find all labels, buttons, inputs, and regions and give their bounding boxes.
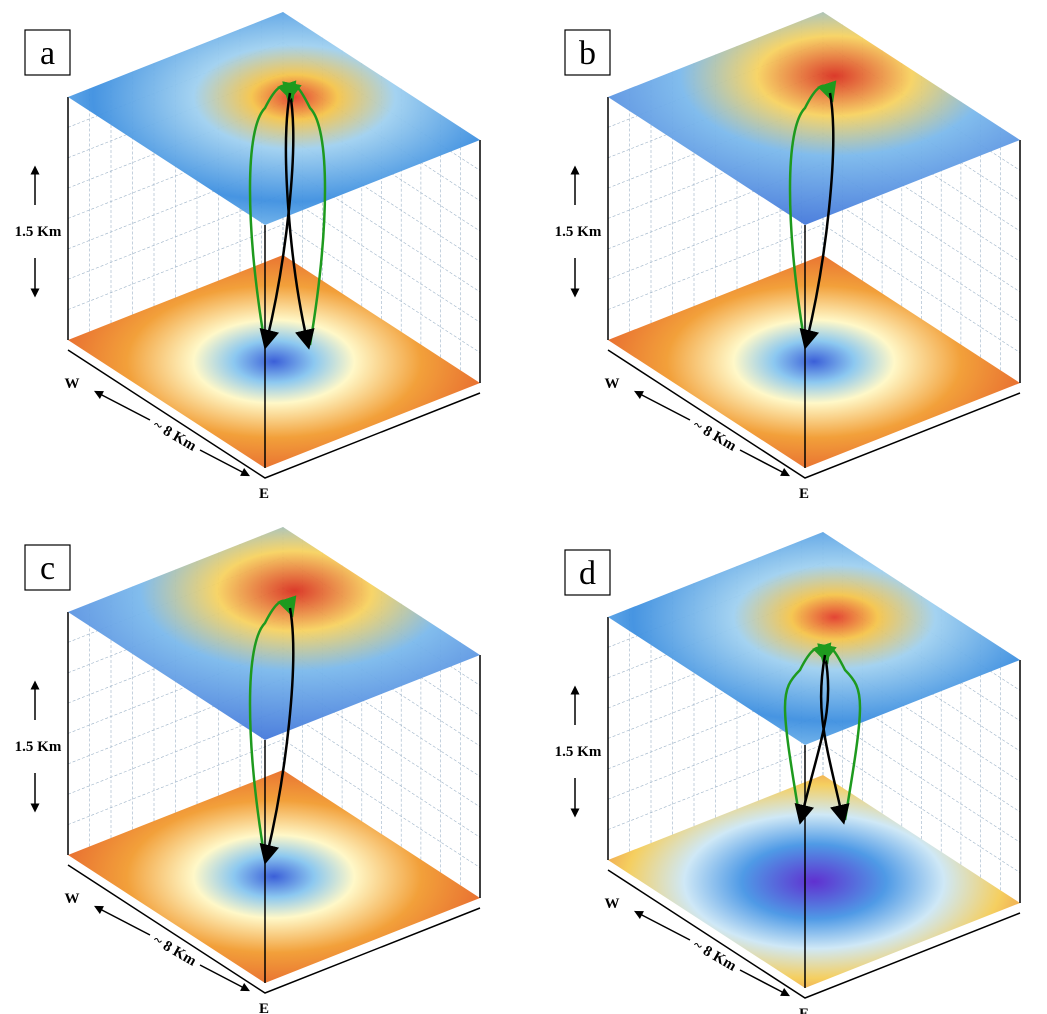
east-label: E [259,1001,269,1014]
width-arrow [199,449,250,477]
top-plane [608,12,1020,225]
bottom-plane [68,255,480,468]
bottom-plane [68,770,480,983]
bottom-plane [608,775,1020,988]
updraft-loop [788,80,837,346]
height-label: 1.5 Km [15,739,62,755]
panel-label: d [579,555,596,592]
panel-label-box [564,549,611,596]
west-label: W [65,891,80,907]
width-label: ~ 8 Km [150,417,199,455]
panel: a 1.5 Km W E ~ 8 Km [15,12,481,502]
width-label: ~ 8 Km [150,932,199,970]
height-label: 1.5 Km [15,224,62,240]
width-arrow [94,905,151,936]
width-label: ~ 8 Km [690,937,739,975]
downdraft [819,654,850,825]
updraft-loop [817,643,862,821]
wall-grid [607,224,1021,353]
panel-label: a [40,35,55,72]
east-label: E [799,486,809,502]
west-label: W [605,376,620,392]
west-label: W [605,896,620,912]
top-plane [608,532,1020,745]
wall-grid [67,739,481,868]
width-arrow [634,390,691,421]
panel-label-box [24,29,71,76]
width-arrow [94,390,151,421]
width-label: ~ 8 Km [690,417,739,455]
updraft-loop [248,80,297,346]
wall-grid [607,744,1021,873]
panel-label-box [564,29,611,76]
panel: b 1.5 Km W E ~ 8 Km [555,12,1021,502]
height-label: 1.5 Km [555,224,602,240]
panel: c 1.5 Km W E ~ 8 Km [15,527,481,1014]
width-arrow [634,910,691,941]
updraft-loop [248,595,297,861]
downdraft [799,92,835,350]
width-arrow [199,964,250,992]
bottom-plane [608,255,1020,468]
wall-grid [67,224,481,353]
west-label: W [65,376,80,392]
updraft-loop [282,81,327,346]
width-arrow [739,969,790,997]
top-plane [68,527,480,740]
east-label: E [799,1006,809,1014]
box-edge [67,864,481,994]
downdraft [284,92,315,350]
height-label: 1.5 Km [555,744,602,760]
updraft-loop [783,642,832,821]
top-plane [68,12,480,225]
panel-label: b [579,35,596,72]
downdraft [259,607,295,865]
panel: d 1.5 Km W E ~ 8 Km [555,532,1021,1014]
box-edge [67,349,481,479]
panel-label: c [40,550,55,587]
box-edge [607,349,1021,479]
box-edge [607,869,1021,999]
width-arrow [739,449,790,477]
east-label: E [259,486,269,502]
panel-label-box [24,544,71,591]
